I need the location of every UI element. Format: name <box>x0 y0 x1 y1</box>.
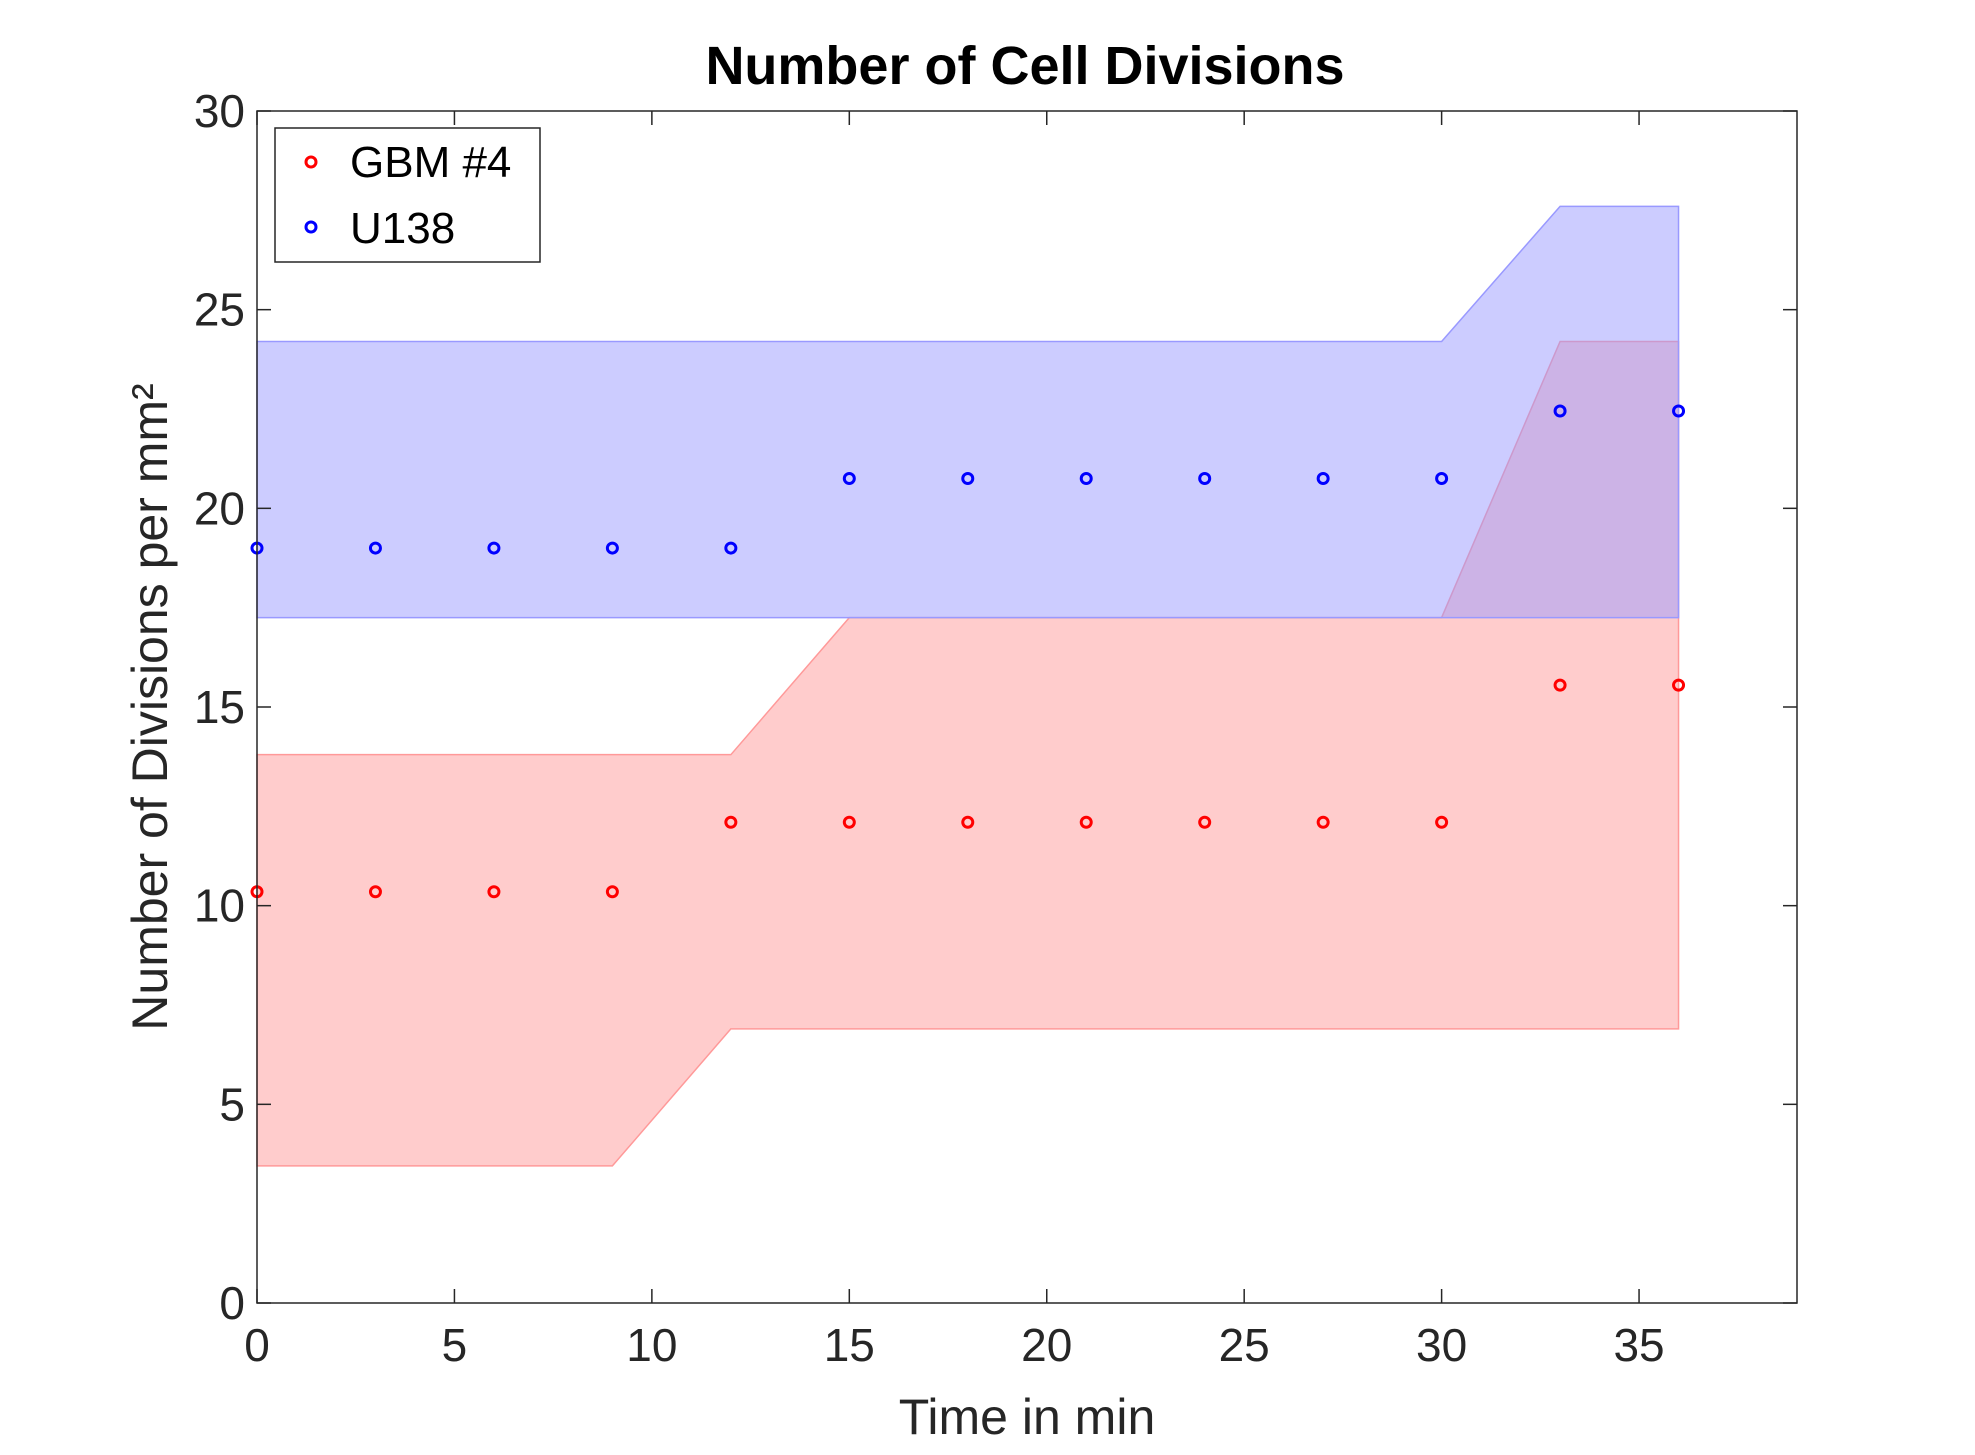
point-gbm4 <box>1672 678 1686 692</box>
x-tick-label: 25 <box>1219 1319 1270 1371</box>
point-u138 <box>1553 404 1567 418</box>
point-gbm4 <box>487 885 501 899</box>
point-gbm4 <box>1079 815 1093 829</box>
point-u138 <box>961 472 975 486</box>
chart-title: Number of Cell Divisions <box>705 36 1344 96</box>
y-tick-label: 0 <box>219 1277 245 1329</box>
y-tick-label: 5 <box>219 1078 245 1130</box>
point-u138 <box>605 541 619 555</box>
y-tick-label: 30 <box>194 85 245 137</box>
axes: 0 5 10 15 20 25 30 35 0 5 10 15 20 25 30 <box>194 85 1798 1371</box>
point-u138 <box>1198 472 1212 486</box>
point-gbm4 <box>724 815 738 829</box>
point-gbm4 <box>1316 815 1330 829</box>
point-u138 <box>368 541 382 555</box>
point-u138 <box>724 541 738 555</box>
legend-label-gbm4: GBM #4 <box>350 138 511 187</box>
point-gbm4 <box>605 885 619 899</box>
x-tick-label: 30 <box>1416 1319 1467 1371</box>
x-ticks: 0 5 10 15 20 25 30 35 <box>244 111 1665 1371</box>
point-u138 <box>1316 472 1330 486</box>
point-u138 <box>1672 404 1686 418</box>
point-gbm4 <box>1553 678 1567 692</box>
x-tick-label: 20 <box>1021 1319 1072 1371</box>
x-tick-label: 35 <box>1613 1319 1664 1371</box>
y-tick-label: 15 <box>194 681 245 733</box>
legend-marker-u138 <box>304 220 318 234</box>
point-u138 <box>842 472 856 486</box>
x-tick-label: 0 <box>244 1319 270 1371</box>
y-ticks: 0 5 10 15 20 25 30 <box>194 85 1797 1329</box>
point-u138 <box>1435 472 1449 486</box>
point-u138 <box>487 541 501 555</box>
x-tick-label: 5 <box>442 1319 468 1371</box>
point-gbm4 <box>368 885 382 899</box>
point-gbm4 <box>1198 815 1212 829</box>
legend-label-u138: U138 <box>350 204 455 253</box>
y-tick-label: 25 <box>194 284 245 336</box>
x-tick-label: 15 <box>824 1319 875 1371</box>
point-gbm4 <box>842 815 856 829</box>
x-tick-label: 10 <box>626 1319 677 1371</box>
band-u138 <box>256 205 1680 619</box>
y-tick-label: 10 <box>194 880 245 932</box>
legend-box <box>274 127 541 263</box>
point-gbm4 <box>961 815 975 829</box>
confidence-bands <box>256 205 1680 1167</box>
legend: GBM #4 U138 <box>274 127 541 263</box>
y-axis-label: Number of Divisions per mm² <box>122 383 178 1030</box>
point-u138 <box>1079 472 1093 486</box>
band-gbm4 <box>256 340 1680 1167</box>
point-gbm4 <box>1435 815 1449 829</box>
x-axis-label: Time in min <box>899 1389 1156 1445</box>
y-tick-label: 20 <box>194 482 245 534</box>
legend-marker-gbm4 <box>304 155 318 169</box>
